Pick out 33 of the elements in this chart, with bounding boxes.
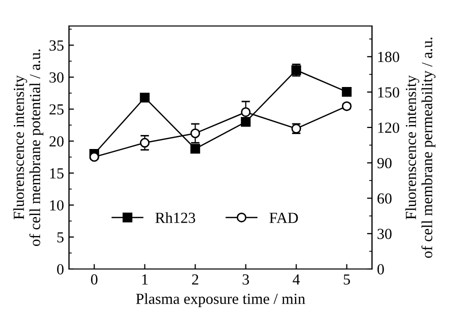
y-tick-label: 15 xyxy=(50,168,64,179)
y2-tick-label: 150 xyxy=(378,87,400,98)
y2-tick-label: 30 xyxy=(378,228,392,240)
y-tick-label: 35 xyxy=(50,40,64,51)
y2-tick-label: 90 xyxy=(377,158,392,168)
x-tick-label: 5 xyxy=(344,274,350,285)
y2-axis-title: Fluorenscence intensity of cell membrane permeability / a.u. xyxy=(405,38,436,258)
point xyxy=(240,107,251,117)
y-tick-label: 5 xyxy=(57,232,64,242)
x-tick-label: 1 xyxy=(142,274,148,284)
legend-label: Rh123 xyxy=(155,212,196,223)
point xyxy=(342,87,352,97)
y-axis-title: Fluorenscence intensity of cell membrane potential / a.u. xyxy=(13,49,44,246)
y2-tick-label: 120 xyxy=(378,122,400,133)
x-tick-label: 2 xyxy=(192,274,198,284)
point xyxy=(190,128,200,138)
y-tick-label: 30 xyxy=(50,72,64,83)
point xyxy=(140,92,150,102)
y-tick-label: 10 xyxy=(50,200,64,211)
x-tick-label: 3 xyxy=(242,274,249,285)
point xyxy=(190,144,200,154)
x-tick-label: 0 xyxy=(91,274,98,285)
y2-tick-label: 60 xyxy=(378,193,392,204)
point xyxy=(89,152,100,162)
y2-tick-label: 180 xyxy=(378,52,400,62)
y2-tick-label: 0 xyxy=(377,264,384,274)
y-tick-label: 0 xyxy=(57,264,64,274)
x-tick-label: 4 xyxy=(292,274,300,284)
y-tick-label: 25 xyxy=(50,104,64,115)
legend-label: FAD xyxy=(270,212,298,223)
y-tick-label: 20 xyxy=(50,136,64,147)
x-axis-title: Plasma exposure time / min xyxy=(136,293,306,308)
point xyxy=(140,138,150,148)
